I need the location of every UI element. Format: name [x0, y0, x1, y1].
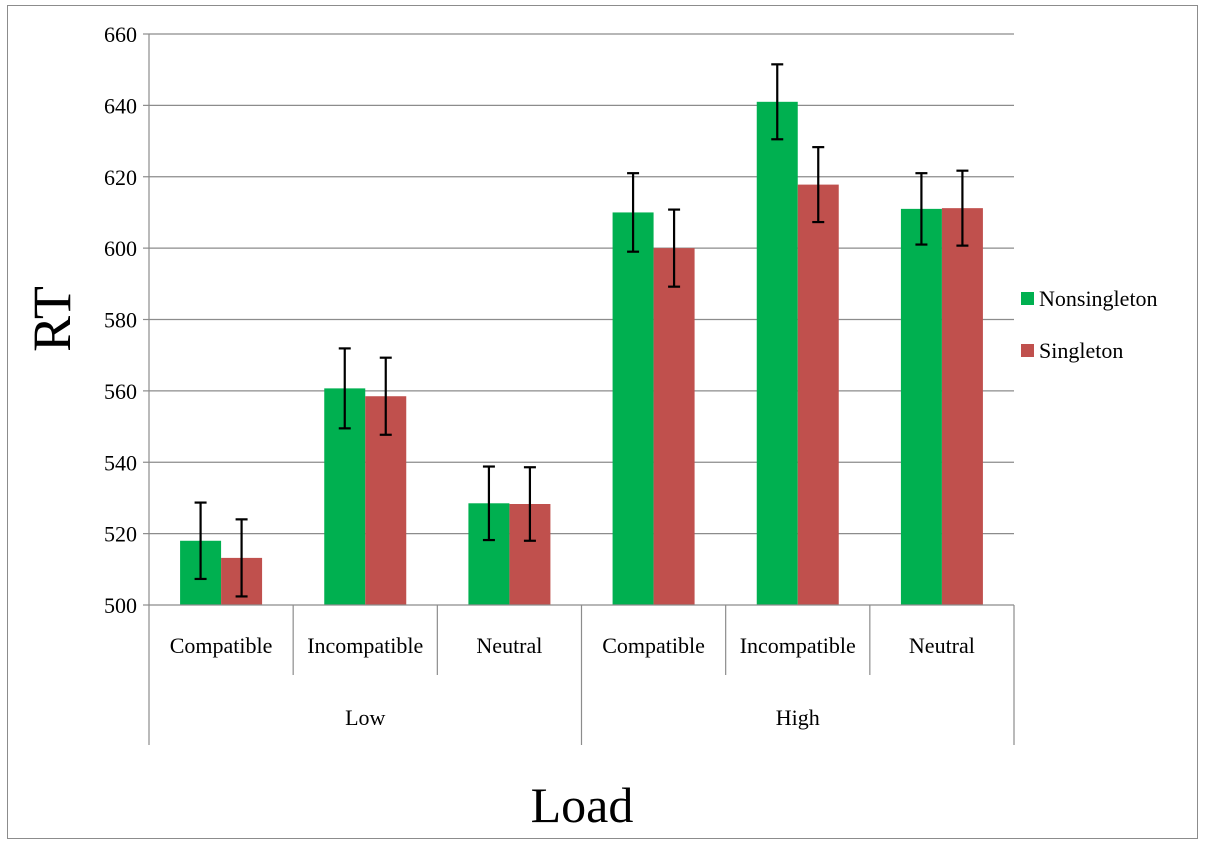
- error-bars: [194, 63, 969, 598]
- x-category-label: Neutral: [476, 633, 542, 658]
- bar-singleton: [797, 184, 839, 605]
- y-tick-label: 660: [104, 22, 137, 47]
- y-tick-label: 560: [104, 379, 137, 404]
- x-group-label: Low: [345, 705, 385, 730]
- y-tick-label: 540: [104, 450, 137, 475]
- y-tick-label: 500: [104, 593, 137, 618]
- x-category-label: Incompatible: [307, 633, 423, 658]
- x-axis-title: Load: [531, 777, 634, 833]
- y-tick-label: 600: [104, 236, 137, 261]
- x-category-label: Incompatible: [740, 633, 856, 658]
- x-group-label: High: [776, 705, 820, 730]
- y-tick-label: 620: [104, 165, 137, 190]
- gridlines: [149, 33, 1014, 535]
- x-category-label: Neutral: [909, 633, 975, 658]
- y-tick-label: 640: [104, 93, 137, 118]
- bar-singleton: [941, 208, 983, 605]
- bar-singleton: [653, 248, 695, 605]
- bars: [180, 101, 983, 606]
- bar-nonsingleton: [900, 208, 942, 605]
- bar-nonsingleton: [756, 101, 798, 606]
- axes: 500 520 540 560 580 600 620 640 660 Compatible Inc…: [104, 22, 1015, 745]
- y-axis-title: RT: [22, 286, 82, 352]
- legend-swatch-singleton: [1021, 344, 1034, 357]
- y-tick-label: 580: [104, 308, 137, 333]
- x-category-label: Compatible: [170, 633, 273, 658]
- y-tick-label: 520: [104, 522, 137, 547]
- legend: Nonsingleton Singleton: [1021, 286, 1158, 363]
- x-category-label: Compatible: [602, 633, 705, 658]
- bar-nonsingleton: [612, 212, 654, 605]
- legend-label-singleton: Singleton: [1039, 338, 1123, 363]
- chart-frame: [7, 5, 1198, 839]
- legend-label-nonsingleton: Nonsingleton: [1039, 286, 1158, 311]
- legend-swatch-nonsingleton: [1021, 292, 1034, 305]
